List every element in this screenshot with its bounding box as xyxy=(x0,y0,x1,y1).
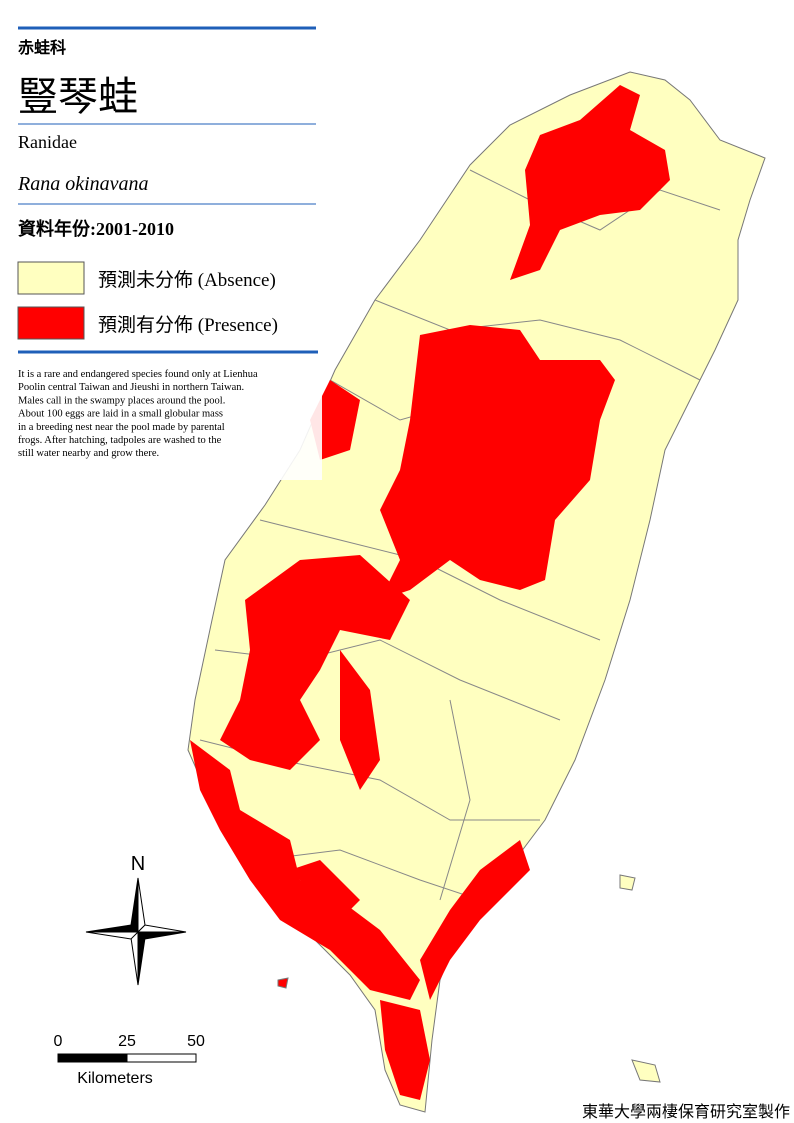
scale-tick-label: 50 xyxy=(187,1033,205,1050)
legend-label: 預測未分佈 (Absence) xyxy=(98,269,276,291)
island-small xyxy=(631,1059,661,1083)
north-arrow xyxy=(85,877,187,986)
north-label: N xyxy=(131,853,145,875)
scale-segment xyxy=(126,1053,197,1063)
description-line: still water nearby and grow there. xyxy=(18,448,159,459)
species: Rana okinavana xyxy=(17,173,149,195)
description-line: About 100 eggs are laid in a small globu… xyxy=(18,409,223,420)
family-zh: 赤蛙科 xyxy=(18,38,66,57)
description-line: frogs. After hatching, tadpoles are wash… xyxy=(18,435,222,446)
panel xyxy=(0,0,322,480)
island-small xyxy=(277,977,289,989)
scale-unit: Kilometers xyxy=(77,1070,153,1087)
dividers xyxy=(18,26,318,354)
description-line: It is a rare and endangered species foun… xyxy=(18,369,258,380)
name-zh: 豎琴蛙 xyxy=(18,74,138,119)
scale-segment xyxy=(57,1053,128,1063)
legend-label: 預測有分佈 (Presence) xyxy=(98,314,278,336)
island-small xyxy=(619,874,636,891)
legend-swatch xyxy=(17,306,85,340)
description-line: Poolin central Taiwan and Jieushi in nor… xyxy=(18,382,244,393)
data-years: 資料年份:2001-2010 xyxy=(18,218,174,239)
legend: 預測未分佈 (Absence) 預測有分佈 (Presence) xyxy=(17,261,278,340)
credit: 東華大學兩棲保育研究室製作 xyxy=(582,1103,790,1121)
description: It is a rare and endangered species foun… xyxy=(18,369,258,459)
description-line: Males call in the swampy places around t… xyxy=(18,395,225,406)
scale-bar: 0 25 50 Kilometers xyxy=(54,1033,205,1087)
legend-swatch xyxy=(17,261,85,295)
description-line: in a breeding nest near the pool made by… xyxy=(18,422,225,433)
family-en: Ranidae xyxy=(18,132,77,152)
presence-areas xyxy=(190,85,670,1100)
scale-tick-label: 25 xyxy=(118,1033,136,1050)
scale-tick-label: 0 xyxy=(54,1033,63,1050)
